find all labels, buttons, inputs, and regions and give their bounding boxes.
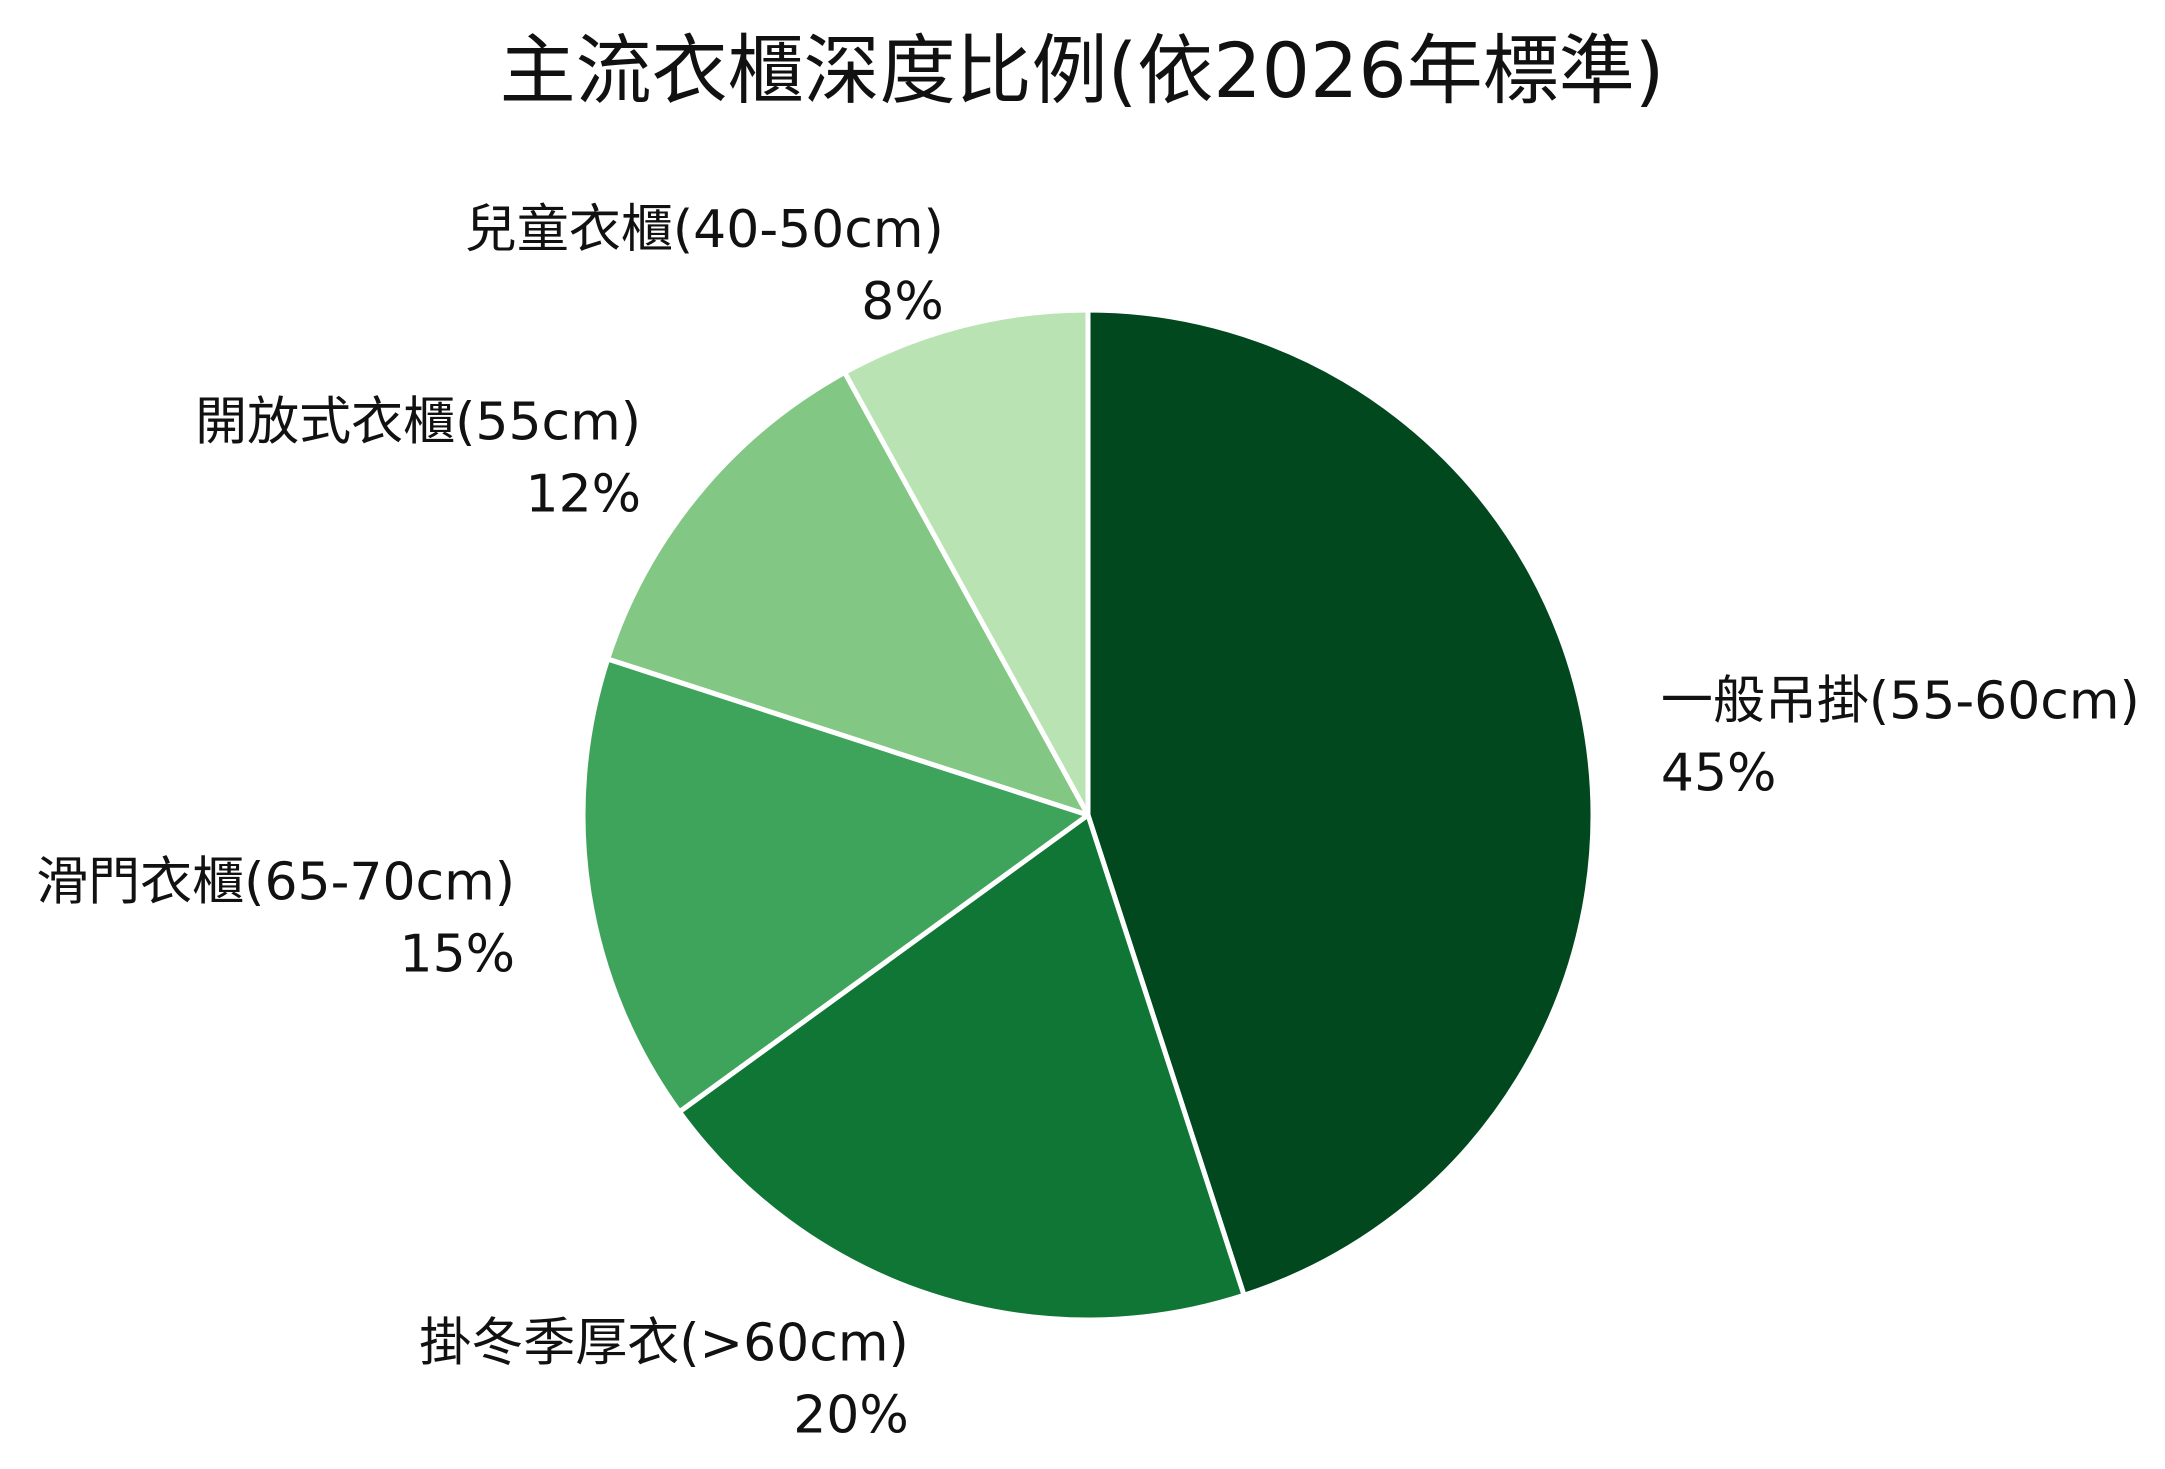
slice-percent-label: 20% (793, 1386, 909, 1446)
slice-label: 一般吊掛(55-60cm) (1661, 671, 2140, 731)
slice-label: 開放式衣櫃(55cm) (195, 392, 641, 452)
pie-slice (580, 656, 1091, 1115)
slice-label: 掛冬季厚衣(>60cm) (419, 1314, 909, 1374)
slice-label: 滑門衣櫃(65-70cm) (36, 853, 515, 913)
slice-percent-label: 8% (861, 272, 944, 332)
slice-percent-label: 12% (526, 464, 642, 524)
pie-slice (842, 307, 1091, 818)
slice-label: 兒童衣櫃(40-50cm) (465, 200, 944, 260)
chart-title: 主流衣櫃深度比例(依2026年標準) (500, 26, 1665, 115)
pie-slice (676, 812, 1247, 1323)
pie-slices (580, 307, 1596, 1323)
pie-slice (605, 369, 1091, 818)
pie-slice (1085, 307, 1596, 1298)
slice-percent-label: 15% (400, 925, 516, 985)
slice-labels: 一般吊掛(55-60cm) 45% 掛冬季厚衣(>60cm) 20% 滑門衣櫃(65-7… (36, 200, 2140, 1445)
slice-percent-label: 45% (1661, 743, 1777, 803)
